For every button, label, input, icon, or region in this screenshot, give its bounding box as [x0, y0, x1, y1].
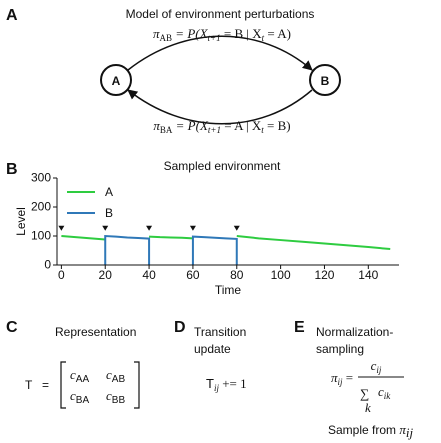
x-tick-label: 120: [314, 268, 334, 282]
node: [100, 64, 132, 96]
y-tick-label: 300: [31, 171, 51, 185]
node: [309, 64, 341, 96]
matrix-lhs: T: [25, 378, 33, 392]
x-tick-label: 80: [230, 268, 244, 282]
sum-index: k: [365, 400, 371, 415]
matrix-entry: cAA: [70, 367, 89, 385]
line: [104, 234, 238, 265]
matrix-entry: cAB: [106, 367, 125, 385]
legend-label: A: [105, 185, 113, 199]
formula: πBA = P(Xt+1 = A | Xt = B): [153, 118, 290, 135]
x-tick-label: 100: [271, 268, 291, 282]
bracket: [134, 361, 140, 409]
panel-label: A: [6, 7, 18, 24]
bracket: [60, 361, 66, 409]
sum-sign: ∑: [360, 386, 369, 401]
y-tick-label: 100: [31, 229, 51, 243]
y-axis-label: Level: [14, 207, 28, 236]
formula: πAB = P(Xt+1 = B | Xt = A): [153, 26, 291, 43]
panel-title: sampling: [316, 342, 364, 356]
panel-title: Model of environment perturbations: [126, 7, 315, 21]
arrow: [127, 89, 313, 125]
x-tick-label: 0: [58, 268, 65, 282]
panel-title: Transition: [194, 325, 246, 339]
panel-title: Representation: [55, 325, 136, 339]
formula: Tij += 1: [206, 376, 247, 393]
chart: Sampled environment Level Time 0 100 200 300 0 2…: [14, 159, 399, 297]
panel-label: B: [6, 161, 18, 178]
node-label: A: [112, 74, 121, 88]
panel-label: E: [294, 319, 305, 336]
note: Sample from πij: [328, 422, 413, 440]
y-tick-label: 0: [44, 258, 51, 272]
x-axis-label: Time: [215, 283, 242, 297]
panel-label: C: [6, 319, 18, 336]
panel-title: update: [194, 342, 231, 356]
event-marker: [58, 225, 65, 231]
event-marker: [102, 225, 109, 231]
event-marker: [189, 225, 196, 231]
panel-label: D: [174, 319, 186, 336]
numerator: cij: [371, 358, 382, 375]
x-tick-label: 20: [99, 268, 113, 282]
arrow: [127, 35, 313, 71]
legend-label: B: [105, 206, 113, 220]
x-tick-label: 60: [186, 268, 200, 282]
denominator: cik: [378, 384, 391, 401]
x-tick-label: 40: [142, 268, 156, 282]
matrix-entry: cBA: [70, 388, 89, 406]
chart-title: Sampled environment: [164, 159, 281, 173]
formula: πij =: [331, 370, 353, 387]
equals: =: [42, 378, 49, 392]
y-tick-label: 200: [31, 200, 51, 214]
panel-title: Normalization-: [316, 325, 393, 339]
x-tick-label: 140: [358, 268, 378, 282]
node-label: B: [321, 74, 330, 88]
line: [61, 235, 391, 251]
event-marker: [233, 225, 240, 231]
matrix-entry: cBB: [106, 388, 125, 406]
event-marker: [146, 225, 153, 231]
